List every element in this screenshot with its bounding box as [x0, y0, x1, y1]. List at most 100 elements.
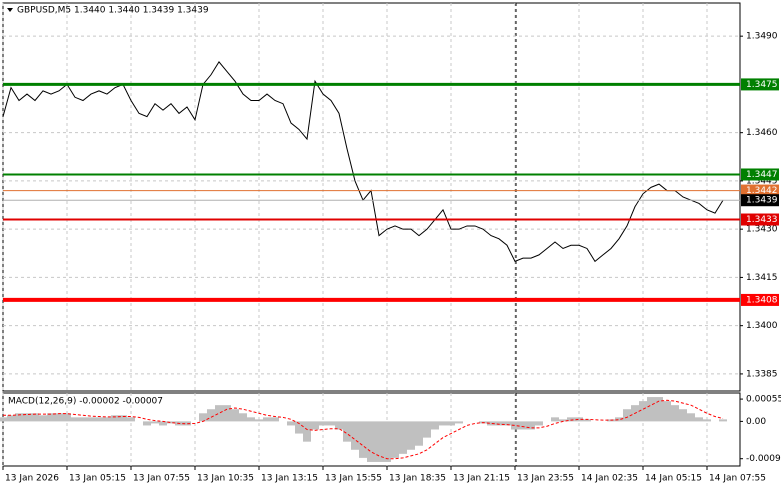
level-label: 1.3433	[746, 215, 778, 225]
y-tick-label: 1.3460	[746, 128, 778, 138]
x-tick-label: 13 Jan 13:15	[261, 474, 318, 484]
macd-bar	[487, 421, 495, 426]
macd-bar	[351, 421, 359, 450]
level-label: 1.3439	[746, 196, 778, 206]
macd-bar	[647, 397, 655, 422]
macd-bar	[271, 417, 279, 422]
macd-bar	[415, 421, 423, 446]
macd-bar	[687, 413, 695, 422]
macd-bar	[223, 405, 231, 422]
macd-bar	[167, 421, 175, 424]
macd-bar	[399, 421, 407, 454]
macd-bar	[23, 413, 31, 422]
macd-bar	[495, 421, 503, 426]
level-label-bg	[741, 184, 779, 197]
macd-bar	[679, 409, 687, 422]
macd-bar	[703, 419, 711, 422]
macd-bar	[31, 413, 39, 422]
chart-title: GBPUSD,M5 1.3440 1.3440 1.3439 1.3439	[17, 6, 209, 16]
macd-bar	[119, 415, 127, 422]
macd-bar	[407, 421, 415, 450]
macd-bar	[447, 421, 455, 426]
macd-bar	[183, 421, 191, 426]
y-tick-label: 1.3430	[746, 225, 778, 235]
macd-bar	[663, 401, 671, 422]
macd-bar	[695, 417, 703, 422]
y-tick-label: 1.3490	[746, 32, 778, 42]
macd-bar	[671, 405, 679, 422]
macd-bar	[15, 413, 23, 422]
macd-bar	[303, 421, 311, 442]
macd-bar	[247, 417, 255, 422]
macd-bar	[583, 419, 591, 422]
title-arrow	[7, 8, 13, 12]
macd-bar	[335, 421, 343, 430]
level-label-bg	[741, 168, 779, 181]
macd-bar	[391, 421, 399, 458]
macd-bar	[551, 417, 559, 422]
y-tick-label: -0.00092	[746, 454, 781, 464]
level-label: 1.3475	[746, 80, 778, 90]
signal-line	[3, 399, 724, 460]
macd-bar	[575, 417, 583, 422]
x-tick-label: 14 Jan 05:15	[645, 474, 702, 484]
macd-bar	[207, 409, 215, 422]
y-tick-label: 0.00055	[746, 395, 781, 405]
macd-bar	[719, 419, 727, 422]
macd-bar	[359, 421, 367, 458]
macd-bar	[431, 421, 439, 430]
macd-bar	[439, 421, 447, 426]
macd-bar	[311, 421, 319, 430]
macd-bar	[111, 415, 119, 422]
macd-bar	[63, 413, 71, 422]
x-tick-label: 13 Jan 18:35	[389, 474, 446, 484]
macd-bar	[255, 419, 263, 422]
macd-bar	[143, 421, 151, 426]
macd-bar	[0, 417, 7, 422]
macd-bar	[375, 421, 383, 462]
macd-bar	[47, 413, 55, 422]
x-tick-label: 13 Jan 07:55	[133, 474, 190, 484]
macd-bar	[7, 415, 15, 422]
macd-bar	[55, 413, 63, 422]
y-tick-label: 1.3385	[746, 369, 778, 379]
macd-bar	[103, 417, 111, 422]
macd-bar	[231, 409, 239, 422]
x-tick-label: 13 Jan 23:55	[517, 474, 574, 484]
macd-bar	[455, 421, 463, 424]
x-tick-label: 13 Jan 05:15	[69, 474, 126, 484]
level-label: 1.3447	[746, 170, 778, 180]
macd-bar	[95, 417, 103, 422]
macd-bar	[559, 419, 567, 422]
price-panel	[2, 2, 741, 392]
y-tick-label: 1.3400	[746, 321, 778, 331]
x-tick-label: 13 Jan 2026	[5, 474, 59, 484]
x-tick-label: 13 Jan 10:35	[197, 474, 254, 484]
y-tick-label: 1.3445	[746, 176, 778, 186]
macd-bar	[287, 421, 295, 426]
level-label-bg	[741, 293, 779, 306]
x-tick-label: 13 Jan 15:55	[325, 474, 382, 484]
macd-bar	[239, 413, 247, 422]
macd-bar	[39, 415, 47, 422]
y-tick-label: 1.3415	[746, 273, 778, 283]
macd-bar	[503, 421, 511, 426]
macd-bar	[423, 421, 431, 438]
macd-bar	[623, 409, 631, 422]
macd-bar	[263, 417, 271, 422]
macd-bar	[87, 417, 95, 422]
y-tick-label: 0.00	[746, 417, 766, 427]
x-tick-label: 14 Jan 02:35	[581, 474, 638, 484]
macd-bar	[71, 417, 79, 422]
macd-bar	[327, 421, 335, 426]
macd-bar	[295, 421, 303, 434]
macd-bar	[527, 421, 535, 430]
macd-bar	[159, 421, 167, 426]
macd-bar	[79, 417, 87, 422]
level-label-bg	[741, 194, 779, 207]
level-label-bg	[741, 78, 779, 91]
macd-bar	[151, 421, 159, 424]
x-tick-label: 13 Jan 21:15	[453, 474, 510, 484]
macd-bar	[383, 421, 391, 462]
